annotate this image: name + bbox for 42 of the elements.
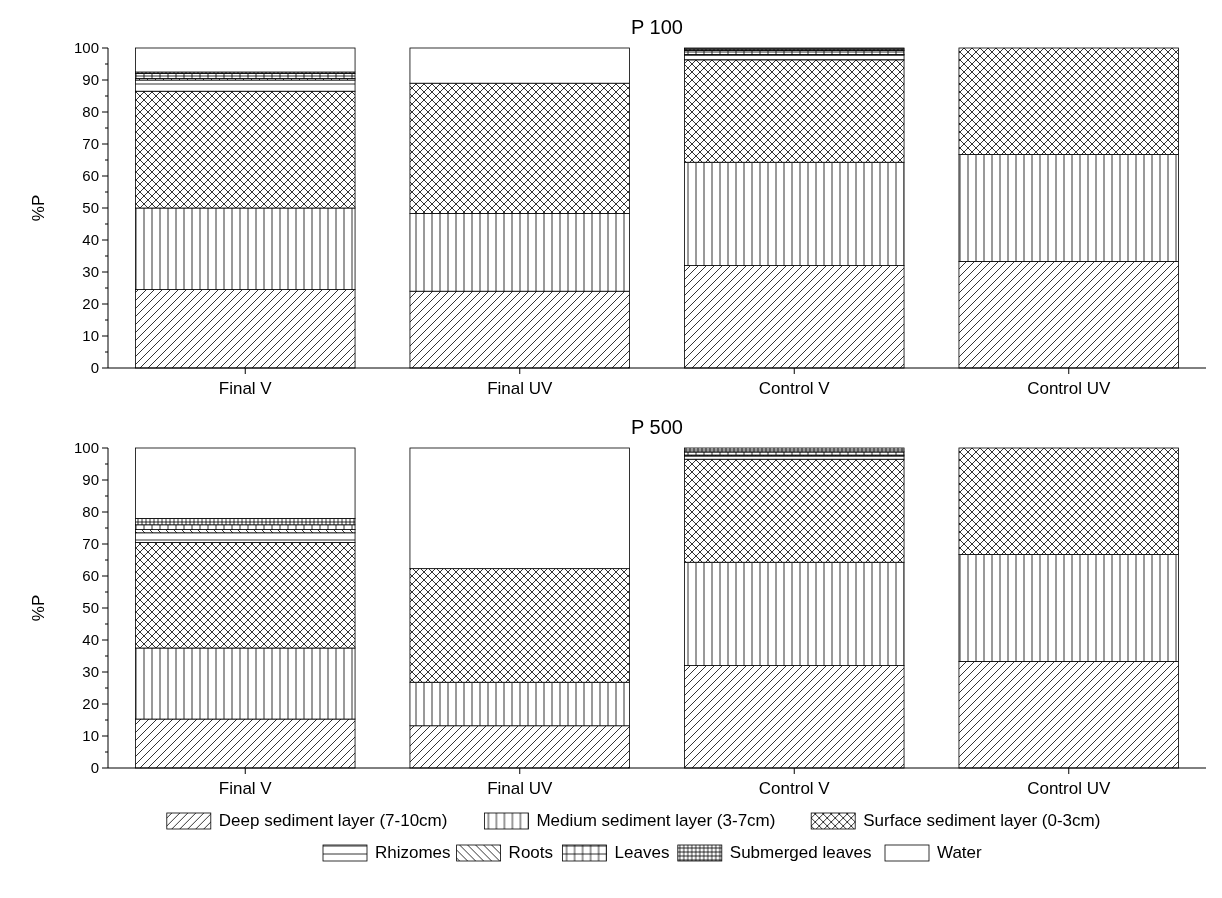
y-tick-label: 40 bbox=[82, 631, 99, 649]
y-tick-label: 80 bbox=[82, 103, 99, 121]
x-tick-label: Final UV bbox=[487, 779, 553, 798]
x-tick-label: Final V bbox=[218, 779, 273, 798]
y-tick-label: 40 bbox=[82, 231, 99, 249]
y-tick-label: 20 bbox=[82, 695, 99, 713]
legend-label: Deep sediment layer (7-10cm) bbox=[218, 811, 448, 830]
x-tick-label: Final V bbox=[218, 379, 273, 398]
y-tick-label: 60 bbox=[82, 567, 99, 585]
legend-label: Water bbox=[937, 843, 983, 862]
legend-label: Rhizomes bbox=[375, 843, 451, 862]
y-tick-label: 10 bbox=[82, 727, 99, 745]
y-tick-label: 0 bbox=[90, 759, 99, 777]
legend-label: Roots bbox=[508, 843, 554, 862]
y-tick-label: 70 bbox=[82, 135, 99, 153]
y-tick-label: 20 bbox=[82, 295, 99, 313]
legend-label: Submerged leaves bbox=[729, 843, 872, 862]
y-tick-label: 100 bbox=[73, 439, 99, 457]
legend-label: Leaves bbox=[614, 843, 670, 862]
y-tick-label: 60 bbox=[82, 167, 99, 185]
chart-title: P 100 bbox=[631, 16, 683, 38]
x-tick-label: Control UV bbox=[1027, 779, 1111, 798]
y-tick-label: 80 bbox=[82, 503, 99, 521]
y-tick-label: 30 bbox=[82, 263, 99, 281]
x-tick-label: Final UV bbox=[487, 379, 553, 398]
y-tick-label: 50 bbox=[82, 599, 99, 617]
y-tick-label: 0 bbox=[90, 359, 99, 377]
y-axis-title: %P bbox=[29, 594, 48, 622]
y-tick-label: 10 bbox=[82, 327, 99, 345]
chart-title: P 500 bbox=[631, 416, 683, 438]
y-tick-label: 30 bbox=[82, 663, 99, 681]
x-tick-label: Control UV bbox=[1027, 379, 1111, 398]
x-tick-label: Control V bbox=[758, 779, 831, 798]
y-tick-label: 90 bbox=[82, 471, 99, 489]
y-tick-label: 90 bbox=[82, 71, 99, 89]
y-axis-title: %P bbox=[29, 194, 48, 222]
y-tick-label: 100 bbox=[73, 39, 99, 57]
y-tick-label: 70 bbox=[82, 535, 99, 553]
legend-label: Medium sediment layer (3-7cm) bbox=[536, 811, 776, 830]
y-tick-label: 50 bbox=[82, 199, 99, 217]
legend-label: Surface sediment layer (0-3cm) bbox=[863, 811, 1101, 830]
x-tick-label: Control V bbox=[758, 379, 831, 398]
